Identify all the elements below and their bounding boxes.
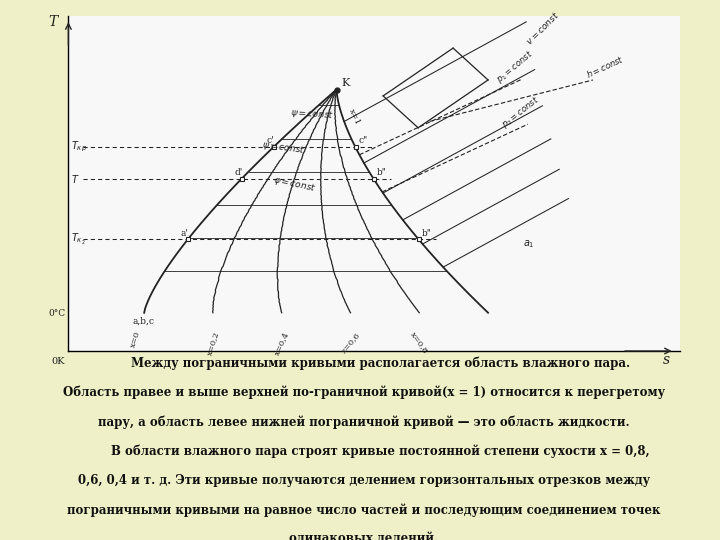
- Text: c': c': [266, 136, 274, 145]
- Text: $h=const$: $h=const$: [584, 53, 626, 80]
- Text: x=0,4: x=0,4: [273, 330, 291, 356]
- Text: одинаковых делений.: одинаковых делений.: [289, 532, 438, 540]
- Text: $v=const$: $v=const$: [523, 9, 561, 47]
- Text: пограничными кривыми на равное число частей и последующим соединением точек: пограничными кривыми на равное число час…: [67, 503, 660, 517]
- Text: пару, а область левее нижней пограничной кривой — это область жидкости.: пару, а область левее нижней пограничной…: [98, 415, 629, 429]
- Text: a,b,c: a,b,c: [132, 317, 155, 326]
- Text: $T_{кр}$: $T_{кр}$: [71, 140, 87, 154]
- Text: x=0: x=0: [129, 330, 142, 349]
- Text: x=0,2: x=0,2: [205, 330, 220, 356]
- Text: x=1: x=1: [347, 107, 361, 126]
- Text: Область правее и выше верхней по-граничной кривой(x = 1) относится к перегретому: Область правее и выше верхней по-граничн…: [63, 386, 665, 400]
- Text: 0K: 0K: [51, 357, 64, 366]
- Text: s: s: [663, 353, 670, 367]
- Text: a': a': [181, 228, 189, 238]
- Text: $\varphi=const$: $\varphi=const$: [272, 174, 318, 195]
- Text: T: T: [48, 15, 58, 29]
- Text: $\psi=const$: $\psi=const$: [290, 106, 334, 122]
- Text: b": b": [377, 168, 387, 177]
- Text: d': d': [235, 168, 243, 177]
- Text: x=0,8: x=0,8: [409, 330, 430, 355]
- Text: $T_{к_2}$: $T_{к_2}$: [71, 232, 86, 247]
- Text: В области влажного пара строят кривые постоянной степени сухости x = 0,8,: В области влажного пара строят кривые по…: [78, 444, 649, 458]
- Text: K: K: [341, 78, 349, 87]
- Text: $a_1$: $a_1$: [523, 238, 535, 249]
- Text: b": b": [422, 228, 431, 238]
- Text: $p_2=const$: $p_2=const$: [499, 93, 542, 131]
- Text: $\psi=const$: $\psi=const$: [261, 138, 306, 157]
- Text: x=0,6: x=0,6: [339, 330, 361, 354]
- Text: c": c": [359, 136, 368, 145]
- Text: 0,6, 0,4 и т. д. Эти кривые получаются делением горизонтальных отрезков между: 0,6, 0,4 и т. д. Эти кривые получаются д…: [78, 474, 649, 487]
- Text: Между пограничными кривыми располагается область влажного пара.: Между пограничными кривыми располагается…: [97, 357, 630, 370]
- Text: 0°C: 0°C: [48, 309, 65, 318]
- Text: $T$: $T$: [71, 173, 80, 185]
- Text: $p_1=const$: $p_1=const$: [493, 48, 536, 86]
